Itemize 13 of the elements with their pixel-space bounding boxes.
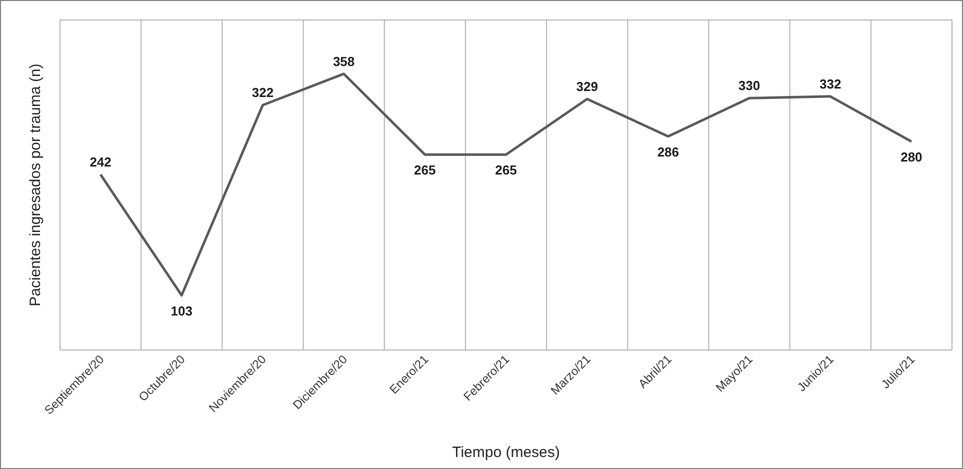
data-label: 103 (170, 303, 192, 318)
data-label: 265 (414, 162, 436, 178)
data-label: 280 (900, 150, 922, 165)
data-label: 332 (820, 76, 842, 92)
data-label: 322 (252, 85, 274, 100)
x-axis-title: Tiempo (meses) (452, 444, 560, 461)
data-label: 286 (657, 144, 680, 160)
data-label: 358 (332, 54, 355, 69)
data-label: 265 (495, 162, 517, 178)
data-label: 330 (738, 78, 760, 94)
y-axis-title: Pacientes ingresados por trauma (n) (27, 64, 44, 306)
data-label: 242 (90, 154, 112, 170)
data-label: 329 (576, 79, 598, 94)
